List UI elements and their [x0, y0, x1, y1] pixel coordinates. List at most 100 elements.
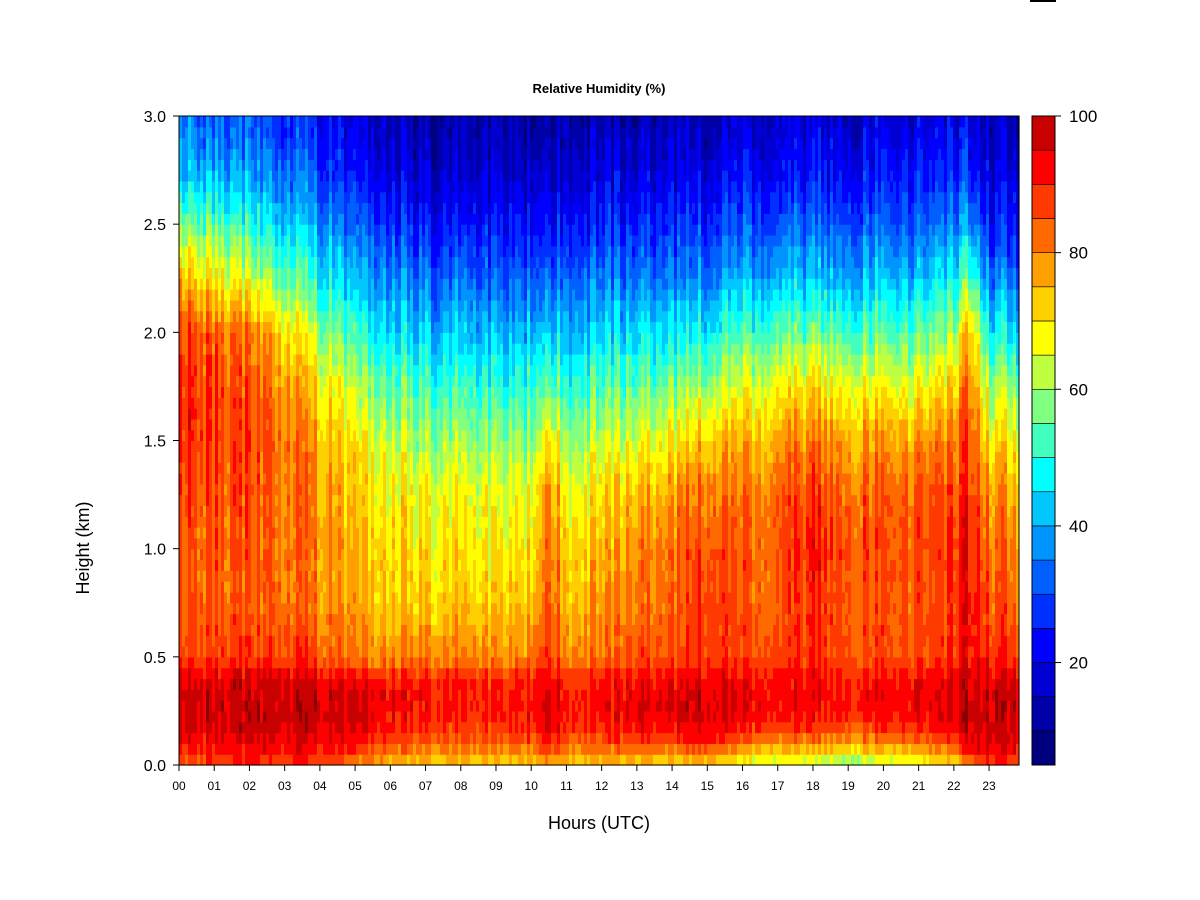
- heatmap-cell: [191, 710, 195, 723]
- heatmap-cell: [254, 191, 258, 204]
- heatmap-cell: [179, 656, 183, 669]
- heatmap-cell: [251, 516, 255, 528]
- heatmap-cell: [245, 483, 249, 496]
- heatmap-cell: [218, 353, 222, 366]
- heatmap-cell: [260, 732, 264, 744]
- heatmap-cell: [212, 581, 216, 593]
- heatmap-cell: [257, 570, 261, 582]
- heatmap-cell: [299, 224, 303, 236]
- heatmap-cell: [287, 559, 291, 571]
- heatmap-cell: [263, 516, 267, 528]
- heatmap-cell: [263, 375, 267, 388]
- heatmap-cell: [245, 602, 249, 615]
- heatmap-cell: [260, 678, 264, 690]
- heatmap-cell: [197, 137, 201, 150]
- heatmap-cell: [233, 559, 237, 571]
- heatmap-cell: [278, 234, 282, 247]
- heatmap-cell: [182, 732, 186, 744]
- heatmap-cell: [236, 754, 240, 766]
- heatmap-cell: [230, 116, 234, 128]
- heatmap-cell: [272, 180, 276, 193]
- heatmap-cell: [233, 299, 237, 312]
- heatmap-cell: [254, 137, 258, 150]
- heatmap-cell: [272, 602, 276, 615]
- heatmap-cell: [242, 700, 246, 712]
- heatmap-cell: [182, 321, 186, 333]
- heatmap-cell: [206, 418, 210, 431]
- heatmap-cell: [200, 667, 204, 680]
- heatmap-cell: [188, 310, 192, 323]
- heatmap-cell: [236, 559, 240, 571]
- heatmap-cell: [224, 137, 228, 150]
- heatmap-cell: [272, 375, 276, 388]
- heatmap-cell: [209, 613, 213, 625]
- heatmap-cell: [266, 548, 270, 561]
- heatmap-cell: [191, 170, 195, 182]
- heatmap-cell: [308, 667, 312, 680]
- heatmap-cell: [239, 397, 243, 409]
- heatmap-cell: [200, 483, 204, 496]
- heatmap-cell: [185, 310, 189, 323]
- heatmap-cell: [188, 462, 192, 474]
- heatmap-cell: [239, 202, 243, 214]
- heatmap-cell: [251, 278, 255, 290]
- heatmap-cell: [209, 591, 213, 604]
- heatmap-cell: [302, 710, 306, 723]
- heatmap-cell: [194, 321, 198, 333]
- heatmap-cell: [191, 570, 195, 582]
- heatmap-cell: [251, 667, 255, 680]
- heatmap-cell: [308, 602, 312, 615]
- heatmap-cell: [305, 245, 309, 258]
- heatmap-cell: [227, 591, 231, 604]
- heatmap-cell: [179, 180, 183, 193]
- heatmap-cell: [302, 299, 306, 312]
- heatmap-cell: [260, 137, 264, 150]
- heatmap-cell: [206, 429, 210, 442]
- heatmap-cell: [209, 581, 213, 593]
- heatmap-cell: [203, 700, 207, 712]
- heatmap-cell: [206, 408, 210, 420]
- heatmap-cell: [185, 299, 189, 312]
- heatmap-cell: [221, 646, 225, 658]
- heatmap-cell: [182, 310, 186, 323]
- heatmap-cell: [182, 754, 186, 766]
- heatmap-cell: [275, 440, 279, 452]
- heatmap-cell: [218, 613, 222, 625]
- heatmap-cell: [281, 126, 285, 139]
- heatmap-cell: [221, 202, 225, 214]
- heatmap-cell: [257, 332, 261, 344]
- heatmap-cell: [191, 689, 195, 701]
- heatmap-cell: [281, 440, 285, 452]
- heatmap-cell: [206, 375, 210, 388]
- heatmap-cell: [233, 343, 237, 355]
- heatmap-cell: [257, 148, 261, 160]
- heatmap-cell: [230, 267, 234, 279]
- heatmap-cell: [308, 624, 312, 636]
- heatmap-cell: [218, 516, 222, 528]
- heatmap-cell: [185, 224, 189, 236]
- heatmap-cell: [287, 646, 291, 658]
- heatmap-cell: [227, 353, 231, 366]
- heatmap-cell: [236, 678, 240, 690]
- heatmap-cell: [221, 667, 225, 680]
- heatmap-cell: [272, 624, 276, 636]
- heatmap-cell: [188, 602, 192, 615]
- heatmap-cell: [200, 516, 204, 528]
- heatmap-cell: [221, 678, 225, 690]
- heatmap-cell: [227, 408, 231, 420]
- heatmap-cell: [227, 375, 231, 388]
- heatmap-cell: [191, 656, 195, 669]
- heatmap-cell: [242, 126, 246, 139]
- heatmap-cell: [236, 624, 240, 636]
- heatmap-cell: [248, 397, 252, 409]
- heatmap-cell: [248, 137, 252, 150]
- heatmap-cell: [233, 256, 237, 269]
- heatmap-cell: [293, 570, 297, 582]
- heatmap-cell: [203, 202, 207, 214]
- heatmap-cell: [203, 516, 207, 528]
- heatmap-cell: [260, 721, 264, 734]
- heatmap-cell: [257, 224, 261, 236]
- heatmap-cell: [194, 570, 198, 582]
- heatmap-cell: [269, 548, 273, 561]
- heatmap-cell: [269, 732, 273, 744]
